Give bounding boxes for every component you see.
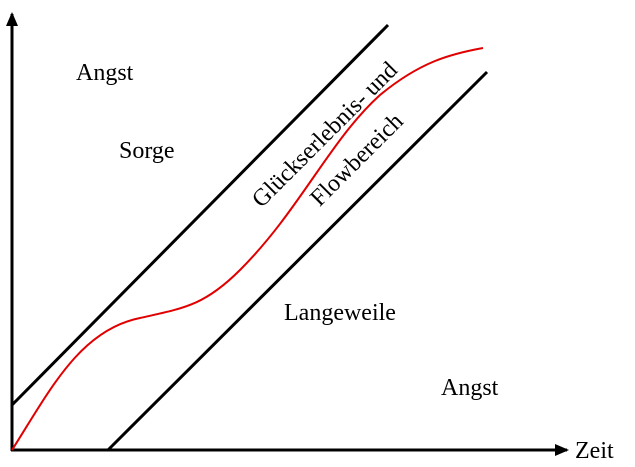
lower-boundary [106,70,489,452]
region-label: Angst [76,60,134,86]
x-axis-label: Zeit [575,438,614,464]
region-label: Sorge [119,138,175,164]
region-label: Langeweile [284,300,396,326]
region-label: Angst [441,375,499,401]
upper-boundary [10,23,390,407]
flow-curve [11,47,484,451]
